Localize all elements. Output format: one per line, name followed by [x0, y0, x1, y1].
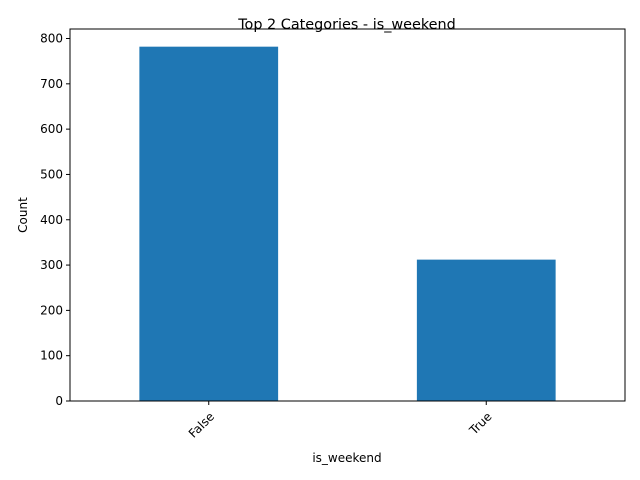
- y-tick-label: 500: [40, 167, 63, 181]
- y-tick-label: 300: [40, 258, 63, 272]
- y-tick-label: 200: [40, 303, 63, 317]
- bars-group: [139, 46, 556, 401]
- y-axis: 0 100 200 300 400 500 600 700 800: [40, 32, 70, 408]
- x-axis: False True: [186, 401, 495, 441]
- y-tick-label: 100: [40, 349, 63, 363]
- x-tick-label: False: [186, 409, 217, 440]
- chart-title: Top 2 Categories - is_weekend: [237, 17, 456, 33]
- y-axis-label: Count: [16, 197, 30, 233]
- bar-true: [416, 259, 556, 401]
- bar-false: [139, 46, 279, 401]
- y-tick-label: 800: [40, 32, 63, 46]
- x-axis-label: is_weekend: [312, 451, 381, 465]
- y-tick-label: 700: [40, 77, 63, 91]
- y-tick-label: 0: [55, 394, 63, 408]
- x-tick-label: True: [466, 409, 495, 438]
- plot-frame: [69, 28, 626, 402]
- y-tick-label: 600: [40, 122, 63, 136]
- y-tick-label: 400: [40, 213, 63, 227]
